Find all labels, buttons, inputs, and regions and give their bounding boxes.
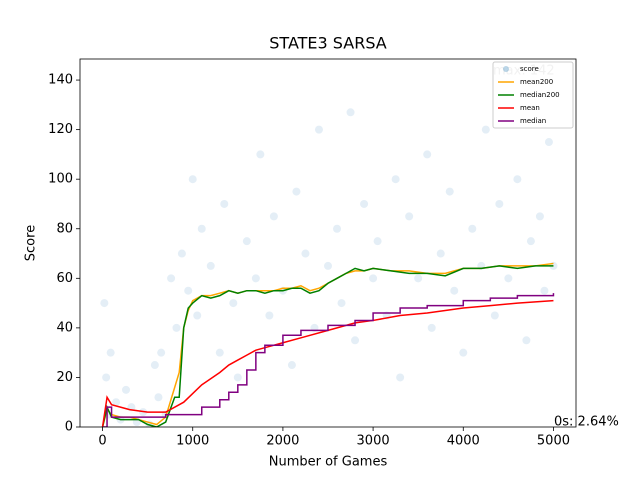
legend-label: score	[520, 65, 539, 73]
score-point	[106, 348, 115, 357]
series-line	[101, 265, 554, 427]
series-line	[101, 299, 554, 427]
score-point	[100, 299, 109, 308]
score-point	[333, 224, 342, 233]
x-tick-label: 1000	[176, 434, 209, 449]
score-point	[256, 150, 265, 159]
legend-label: mean200	[520, 78, 553, 86]
y-tick-label: 60	[56, 271, 73, 286]
score-point	[490, 311, 499, 320]
score-point	[540, 286, 549, 295]
score-point	[112, 398, 121, 407]
score-point	[188, 175, 197, 184]
plot-area	[100, 108, 558, 427]
legend: score mean200 median200 mean median	[492, 61, 574, 129]
score-point	[351, 336, 360, 345]
score-point	[423, 150, 432, 159]
score-point	[337, 299, 346, 308]
score-point	[172, 323, 181, 332]
score-point	[481, 125, 490, 134]
legend-label: median200	[520, 91, 560, 99]
zeros-annotation: 0s: 2.64%	[554, 415, 619, 430]
legend-marker	[503, 66, 509, 72]
axes-frame	[79, 58, 577, 428]
x-axis-label: Number of Games	[269, 455, 388, 470]
score-point	[468, 224, 477, 233]
score-point	[301, 249, 310, 258]
score-point	[369, 274, 378, 283]
score-point	[215, 348, 224, 357]
score-point	[427, 323, 436, 332]
score-point	[360, 199, 369, 208]
y-axis-label: Score	[24, 225, 39, 261]
score-point	[102, 373, 111, 382]
score-point	[544, 138, 553, 147]
x-tick-label: 0	[98, 434, 106, 449]
y-tick-label: 0	[65, 420, 73, 435]
y-tick-label: 80	[56, 221, 73, 236]
score-point	[292, 187, 301, 196]
score-point	[154, 393, 163, 402]
legend-label: median	[520, 117, 546, 125]
score-point	[535, 212, 544, 221]
score-point	[314, 125, 323, 134]
score-point	[405, 212, 414, 221]
score-point	[513, 175, 522, 184]
score-point	[269, 212, 278, 221]
score-point	[445, 187, 454, 196]
score-point	[287, 361, 296, 370]
legend-label: mean	[520, 104, 540, 112]
chart-title: STATE3 SARSA	[269, 34, 387, 53]
y-tick-label: 120	[48, 122, 73, 137]
score-point	[177, 249, 186, 258]
score-point	[193, 311, 202, 320]
y-tick-label: 140	[48, 73, 73, 88]
score-point	[233, 373, 242, 382]
score-point	[324, 261, 332, 270]
y-tick-label: 40	[56, 320, 73, 335]
score-point	[206, 261, 215, 270]
x-tick-label: 4000	[447, 434, 480, 449]
score-point	[459, 348, 468, 357]
x-tick-label: 5000	[537, 434, 570, 449]
score-point	[391, 175, 400, 184]
x-tick-label: 2000	[266, 434, 299, 449]
score-point	[504, 274, 513, 283]
x-tick-label: 3000	[357, 434, 390, 449]
y-tick-label: 100	[48, 172, 73, 187]
score-point	[251, 274, 260, 283]
score-point	[197, 224, 206, 233]
score-point	[184, 286, 193, 295]
legend-box	[492, 61, 574, 129]
score-point	[436, 249, 445, 258]
score-point	[220, 199, 229, 208]
series-step	[102, 293, 555, 427]
score-point	[346, 108, 355, 117]
score-point	[373, 237, 382, 246]
score-point	[121, 385, 130, 394]
score-point	[414, 274, 423, 283]
score-point	[167, 274, 176, 283]
score-point	[229, 299, 238, 308]
score-point	[157, 348, 166, 357]
score-point	[495, 199, 504, 208]
score-point	[450, 286, 459, 295]
score-point	[526, 237, 535, 246]
score-point	[242, 237, 251, 246]
score-point	[150, 361, 159, 370]
score-point	[265, 311, 274, 320]
y-tick-label: 20	[56, 370, 73, 385]
score-point	[522, 336, 531, 345]
score-point	[396, 373, 405, 382]
